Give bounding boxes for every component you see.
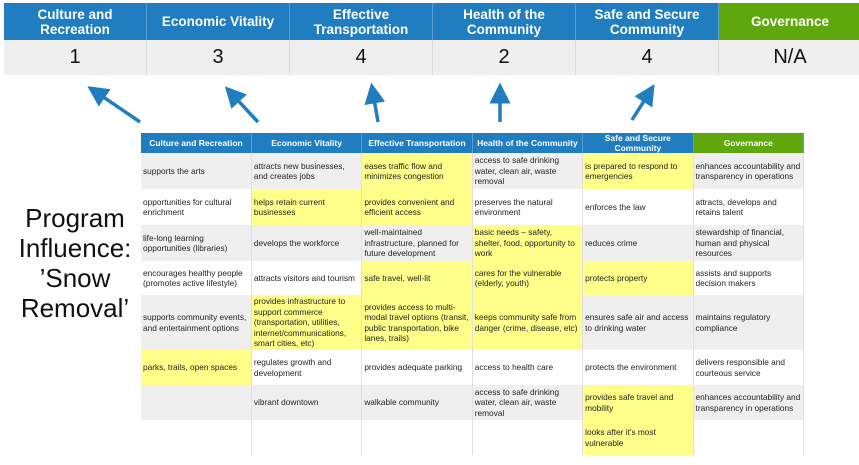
matrix-cell: walkable community [361, 385, 473, 420]
matrix-row: life-long learning opportunities (librar… [141, 225, 805, 261]
summary-header-culture: Culture and Recreation [4, 3, 147, 40]
matrix-cell: opportunities for cultural enrichment [141, 189, 252, 225]
matrix-cell: cares for the vulnerable (elderly, youth… [472, 261, 584, 295]
arrow-safe-icon [630, 84, 655, 121]
summary-score-row: 1 3 4 2 4 N/A [4, 40, 859, 75]
matrix-cell: safe travel, well-lit [361, 261, 473, 295]
matrix-cell: access to safe drinking water, clean air… [472, 385, 584, 420]
summary-scores-table: Culture and Recreation Economic Vitality… [4, 3, 859, 75]
influence-matrix: Culture and Recreation Economic Vitality E… [141, 133, 805, 455]
matrix-cell: regulates growth and development [251, 350, 363, 385]
matrix-cell: vibrant downtown [251, 385, 363, 420]
matrix-cell [693, 420, 805, 455]
score-safe: 4 [575, 40, 719, 75]
matrix-cell: provides adequate parking [361, 350, 473, 385]
matrix-cell [141, 420, 252, 455]
summary-header-governance: Governance [718, 3, 859, 40]
program-influence-label: Program Influence: ’Snow Removal’ [18, 203, 132, 323]
matrix-header: Health of the Community [472, 133, 584, 153]
score-economic: 3 [146, 40, 290, 75]
matrix-cell: supports community events, and entertain… [141, 295, 252, 350]
matrix-cell [472, 420, 584, 455]
matrix-cell: delivers responsible and courteous servi… [693, 350, 805, 385]
matrix-row: encourages healthy people (promotes acti… [141, 261, 805, 295]
matrix-cell: parks, trails, open spaces [141, 350, 252, 385]
arrow-transportation-icon [364, 82, 386, 123]
matrix-header: Safe and Secure Community [582, 133, 694, 153]
matrix-cell: reduces crime [582, 225, 694, 261]
matrix-cell: stewardship of financial, human and phys… [693, 225, 805, 261]
matrix-cell: access to health care [472, 350, 584, 385]
matrix-cell: basic needs – safety, shelter, food, opp… [472, 225, 584, 261]
matrix-row: supports community events, and entertain… [141, 295, 805, 350]
matrix-cell: maintains regulatory compliance [693, 295, 805, 350]
arrows-layer [87, 82, 655, 124]
matrix-cell [141, 385, 252, 420]
matrix-cell: encourages healthy people (promotes acti… [141, 261, 252, 295]
score-governance: N/A [718, 40, 859, 75]
summary-header-health: Health of the Community [432, 3, 576, 40]
matrix-cell: is prepared to respond to emergencies [582, 153, 694, 189]
matrix-cell: supports the arts [141, 153, 252, 189]
arrow-culture-icon [87, 86, 141, 124]
matrix-cell: provides safe travel and mobility [582, 385, 694, 420]
matrix-row: parks, trails, open spaces regulates grow… [141, 350, 805, 385]
matrix-cell [251, 420, 363, 455]
matrix-cell: develops the workforce [251, 225, 363, 261]
matrix-cell: provides access to multi-modal travel op… [361, 295, 473, 350]
matrix-cell: access to safe drinking water, clean air… [472, 153, 584, 189]
matrix-header: Culture and Recreation [141, 133, 252, 153]
matrix-row: vibrant downtown walkable community access… [141, 385, 805, 420]
matrix-cell: eases traffic flow and minimizes congest… [361, 153, 473, 189]
matrix-cell: keeps community safe from danger (crime,… [472, 295, 584, 350]
score-culture: 1 [4, 40, 147, 75]
matrix-header: Effective Transportation [361, 133, 473, 153]
matrix-cell: attracts new businesses, and creates job… [251, 153, 363, 189]
matrix-cell: protects property [582, 261, 694, 295]
summary-header-safe: Safe and Secure Community [575, 3, 719, 40]
matrix-cell: looks after it's most vulnerable [582, 420, 694, 455]
matrix-cell: provides infrastructure to support comme… [251, 295, 363, 350]
matrix-row: opportunities for cultural enrichment hel… [141, 189, 805, 225]
matrix-cell: protects the environment [582, 350, 694, 385]
matrix-cell: attracts, develops and retains talent [693, 189, 805, 225]
matrix-cell: enhances accountability and transparency… [693, 153, 805, 189]
matrix-cell: helps retain current businesses [251, 189, 363, 225]
matrix-cell: provides convenient and efficient access [361, 189, 473, 225]
arrow-economic-icon [224, 86, 260, 124]
matrix-row: supports the arts attracts new businesses… [141, 153, 805, 189]
summary-header-transportation: Effective Transportation [289, 3, 433, 40]
matrix-cell: assists and supports decision makers [693, 261, 805, 295]
matrix-cell: enforces the law [582, 189, 694, 225]
matrix-cell: enhances accountability and transparency… [693, 385, 805, 420]
matrix-cell: life-long learning opportunities (librar… [141, 225, 252, 261]
summary-header-row: Culture and Recreation Economic Vitality… [4, 3, 859, 40]
matrix-header: Economic Vitality [251, 133, 363, 153]
matrix-header: Governance [693, 133, 805, 153]
matrix-cell: preserves the natural environment [472, 189, 584, 225]
matrix-row: looks after it's most vulnerable [141, 420, 805, 455]
summary-header-economic: Economic Vitality [146, 3, 290, 40]
score-health: 2 [432, 40, 576, 75]
matrix-cell: ensures safe air and access to drinking … [582, 295, 694, 350]
score-transportation: 4 [289, 40, 433, 75]
matrix-cell: well-maintained infrastructure, planned … [361, 225, 473, 261]
matrix-cell: attracts visitors and tourism [251, 261, 363, 295]
matrix-cell [361, 420, 473, 455]
matrix-header-row: Culture and Recreation Economic Vitality E… [141, 133, 805, 153]
